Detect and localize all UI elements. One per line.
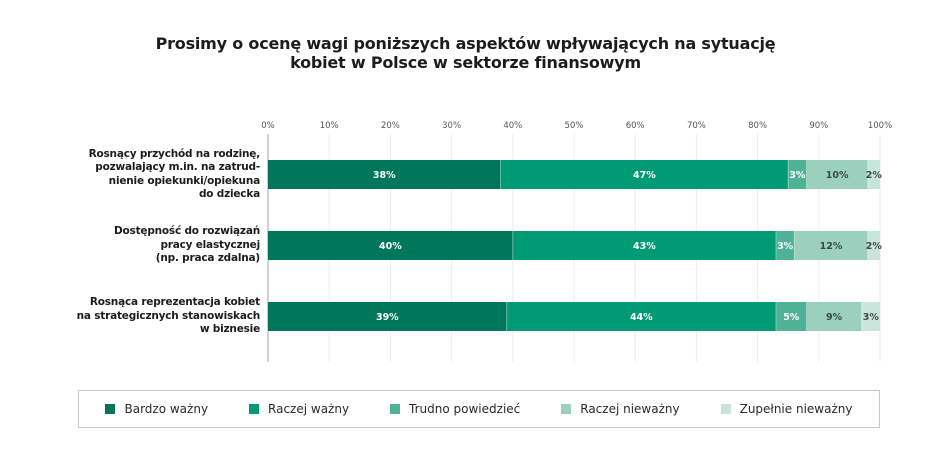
bar-segment — [867, 160, 880, 189]
x-tick-label: 30% — [442, 121, 461, 131]
legend-swatch — [561, 404, 572, 414]
bar-segment — [268, 160, 501, 189]
data-label: 3% — [789, 170, 806, 181]
bar-segment — [788, 160, 807, 189]
x-tick-label: 80% — [748, 121, 767, 131]
x-tick-label: 40% — [503, 121, 522, 131]
category-label-line: w biznesie — [199, 323, 260, 336]
bar-segment — [512, 231, 776, 260]
bar-segment — [806, 302, 862, 331]
category-label-line: na strategicznych stanowiskach — [76, 309, 261, 322]
data-label: 3% — [777, 241, 794, 252]
x-axis-ticks: 0% 10% 20% 30% 40% 50% 60% 70% 80% 90% 100% — [261, 121, 892, 131]
x-tick-label: 100% — [868, 121, 892, 131]
legend-item: Trudno powiedzieć — [390, 402, 520, 416]
category-label: Rosnący przychód na rodzinę, pozwalający … — [60, 147, 261, 202]
bar-segment — [500, 160, 789, 189]
category-label-line: do dziecka — [198, 188, 260, 200]
category-label: Dostępność do rozwiązań pracy elastycznej… — [60, 225, 260, 266]
chart-title-line-1: Prosimy o ocenę wagi poniższych aspektów… — [155, 34, 776, 53]
category-label-line: Rosnąca reprezentacja kobiet — [89, 296, 260, 309]
category-label-line: nienie opiekunki/opiekuna — [108, 174, 261, 187]
bar-segment — [794, 231, 868, 260]
x-tick-label: 90% — [809, 121, 828, 131]
bar-segment — [268, 302, 507, 331]
x-tick-label: 70% — [687, 121, 706, 131]
x-tick-label: 10% — [320, 121, 339, 131]
category-label-line: (np. praca zdalna) — [155, 252, 260, 265]
bar-segment — [867, 231, 880, 260]
legend-swatch — [390, 404, 401, 414]
category-label: Rosnąca reprezentacja kobiet na strategic… — [60, 296, 261, 337]
legend: Bardzo ważny Raczej ważny Trudno powiedzie… — [78, 390, 880, 428]
legend-swatch — [105, 404, 116, 414]
x-tick-label: 0% — [261, 121, 275, 131]
x-tick-label: 20% — [381, 121, 400, 131]
legend-item: Bardzo ważny — [105, 402, 208, 416]
data-label: 2% — [866, 241, 883, 252]
data-labels: 38% 47% 3% 10% 2% 40% 43% 3% 12% 2% 39% 44% 5% 9% 3% — [373, 170, 883, 323]
x-tick-label: 60% — [626, 121, 645, 131]
data-label: 12% — [820, 241, 843, 252]
data-label: 5% — [783, 312, 800, 323]
data-label: 47% — [633, 170, 656, 181]
bar-segment — [775, 302, 807, 331]
bar-segment — [506, 302, 776, 331]
bar-segment — [806, 160, 868, 189]
bar-segment — [861, 302, 880, 331]
legend-label: Raczej ważny — [268, 402, 350, 416]
legend-label: Raczej nieważny — [580, 402, 680, 416]
category-label-line: pracy elastycznej — [160, 238, 260, 251]
data-label: 2% — [866, 170, 883, 181]
legend-swatch — [249, 404, 260, 414]
legend-label: Zupełnie nieważny — [739, 402, 853, 416]
chart-title: Prosimy o ocenę wagi poniższych aspektów… — [0, 34, 931, 72]
data-label: 40% — [379, 241, 402, 252]
category-label-line: pozwalający m.in. na zatrud- — [95, 161, 260, 173]
data-label: 10% — [826, 170, 849, 181]
data-label: 44% — [630, 312, 653, 323]
legend-item: Raczej nieważny — [561, 402, 680, 416]
legend-label: Trudno powiedzieć — [409, 402, 521, 416]
data-label: 43% — [633, 241, 656, 252]
data-label: 9% — [826, 312, 843, 323]
legend-label: Bardzo ważny — [124, 402, 209, 416]
x-tick-label: 50% — [565, 121, 584, 131]
legend-item: Zupełnie nieważny — [720, 402, 853, 416]
data-label: 38% — [373, 170, 396, 181]
bar-segment — [775, 231, 795, 260]
legend-swatch — [720, 404, 731, 414]
data-label: 3% — [863, 312, 880, 323]
chart-title-line-2: kobiet w Polsce w sektorze finansowym — [290, 53, 641, 72]
bar-segment — [268, 231, 513, 260]
bars — [268, 160, 880, 331]
category-label-line: Rosnący przychód na rodzinę, — [88, 147, 261, 160]
legend-item: Raczej ważny — [249, 402, 349, 416]
data-label: 39% — [376, 312, 399, 323]
category-label-line: Dostępność do rozwiązań — [114, 225, 260, 238]
